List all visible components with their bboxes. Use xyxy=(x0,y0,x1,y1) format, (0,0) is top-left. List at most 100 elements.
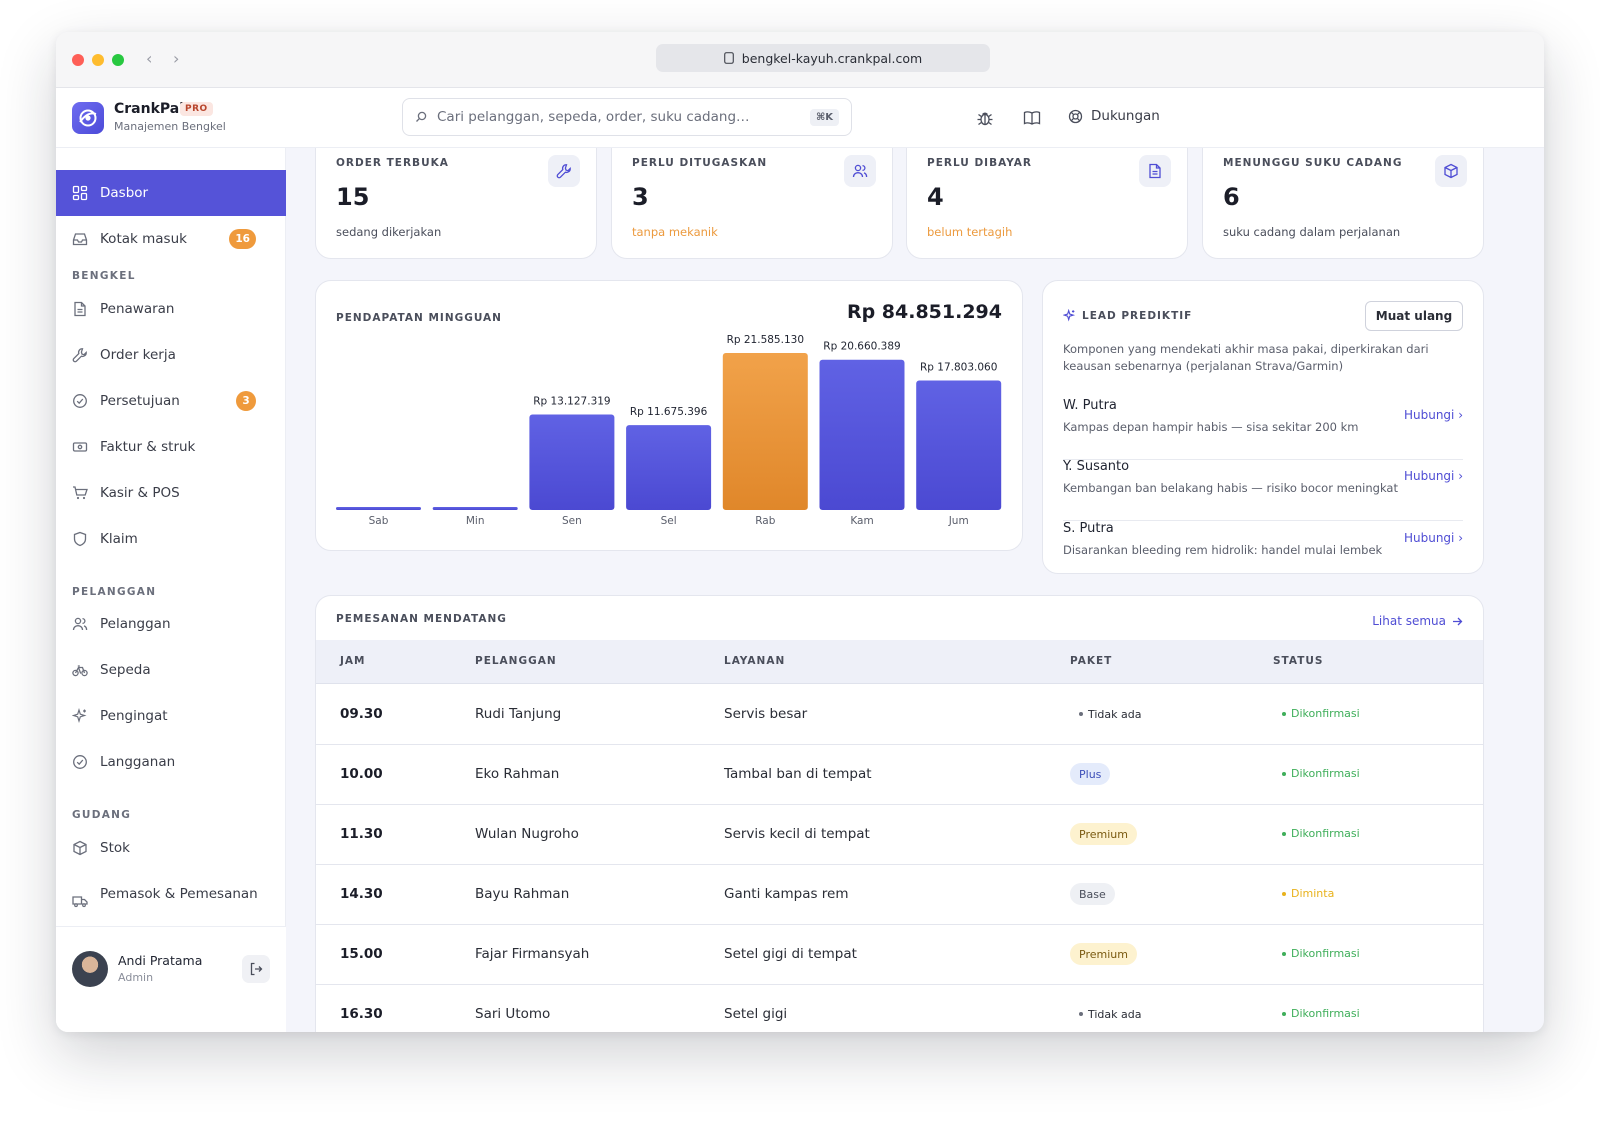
booking-service: Setel gigi di tempat xyxy=(724,946,857,962)
status-dot xyxy=(1282,831,1286,836)
stat-sub: belum tertagih xyxy=(927,225,1013,239)
chart-data-label: Rp 20.660.389 xyxy=(823,341,900,353)
wrench-icon xyxy=(556,164,571,179)
sidebar-item-klaim[interactable]: Klaim xyxy=(56,516,286,562)
chart-bar-rab[interactable] xyxy=(722,353,808,510)
status-badge: Dikonfirmasi xyxy=(1282,827,1360,840)
column-header: LAYANAN xyxy=(724,655,786,667)
stat-card-perlu-ditugaskan[interactable]: PERLU DITUGASKAN 3 tanpa mekanik xyxy=(611,148,893,259)
section-label-gudang: GUDANG xyxy=(72,809,132,821)
table-row[interactable]: 16.30 Sari Utomo Setel gigi Tidak ada Dikonf… xyxy=(316,985,1483,1032)
table-row[interactable]: 15.00 Fajar Firmansyah Setel gigi di tempa… xyxy=(316,925,1483,985)
contact-link[interactable]: Hubungi › xyxy=(1403,408,1463,422)
status-label: Dikonfirmasi xyxy=(1291,767,1360,780)
box-icon xyxy=(73,840,87,856)
chart-bar-sab[interactable] xyxy=(336,507,421,510)
status-dot xyxy=(1282,771,1286,776)
chart-tick-label: Sel xyxy=(661,515,677,527)
table-row[interactable]: 11.30 Wulan Nugroho Servis kecil di tempat… xyxy=(316,805,1483,865)
sidebar-item-stok[interactable]: Stok xyxy=(56,825,286,871)
avatar[interactable] xyxy=(72,951,108,987)
forward-arrow-icon[interactable]: › xyxy=(173,49,180,68)
close-window-button[interactable] xyxy=(72,54,84,66)
minimize-window-button[interactable] xyxy=(92,54,104,66)
section-label-pelanggan: PELANGGAN xyxy=(72,586,157,598)
document-icon xyxy=(74,301,86,317)
support-link[interactable]: Dukungan xyxy=(1068,108,1160,124)
sidebar-item-kotak-masuk[interactable]: Kotak masuk 16 xyxy=(56,216,286,262)
reload-button[interactable]: Muat ulang xyxy=(1365,301,1463,331)
docs-book-icon[interactable] xyxy=(1023,109,1041,127)
chart-bar-sen[interactable] xyxy=(529,414,615,510)
sidebar-item-label: Faktur & struk xyxy=(100,439,196,455)
sidebar-item-pengingat[interactable]: Pengingat xyxy=(56,693,286,739)
stat-sub: sedang dikerjakan xyxy=(336,225,442,239)
package-dot xyxy=(1079,1012,1083,1016)
lead-note: Kampas depan hampir habis — sisa sekitar… xyxy=(1063,420,1359,434)
predictive-leads-card: LEAD PREDIKTIF Muat ulang Komponen yang … xyxy=(1042,280,1484,574)
sidebar-item-sepeda[interactable]: Sepeda xyxy=(56,647,286,693)
package-badge: Tidak ada xyxy=(1070,1003,1151,1025)
crankpal-logo[interactable] xyxy=(72,102,104,134)
lead-item: W. Putra Kampas depan hampir habis — sis… xyxy=(1063,398,1463,460)
table-row[interactable]: 09.30 Rudi Tanjung Servis besar Tidak ada Di… xyxy=(316,685,1483,745)
stat-value: 6 xyxy=(1223,183,1240,211)
table-row[interactable]: 14.30 Bayu Rahman Ganti kampas rem Base Dimi… xyxy=(316,865,1483,925)
booking-time: 16.30 xyxy=(340,1006,383,1022)
users-icon xyxy=(72,617,88,631)
logout-icon xyxy=(250,962,263,976)
chart-bar-jum[interactable] xyxy=(916,380,1002,510)
chart-bar-sel[interactable] xyxy=(626,425,712,510)
sidebar-item-langganan[interactable]: Langganan xyxy=(56,739,286,785)
status-dot xyxy=(1282,711,1286,716)
booking-time: 09.30 xyxy=(340,706,383,722)
global-search[interactable]: Cari pelanggan, sepeda, order, suku cada… xyxy=(402,98,852,136)
app-header: CrankPal PRO Manajemen Bengkel Cari pela… xyxy=(56,88,1544,148)
contact-link[interactable]: Hubungi › xyxy=(1403,531,1463,545)
sidebar-item-label: Kotak masuk xyxy=(100,231,187,247)
stat-card-order-terbuka[interactable]: ORDER TERBUKA 15 sedang dikerjakan xyxy=(315,148,597,259)
sidebar-item-label: Pelanggan xyxy=(100,616,171,632)
package-label: Premium xyxy=(1079,947,1128,961)
sidebar-item-dasbor[interactable]: Dasbor xyxy=(56,170,286,216)
status-label: Dikonfirmasi xyxy=(1291,707,1360,720)
stat-card-menunggu-suku-cadang[interactable]: MENUNGGU SUKU CADANG 6 suku cadang dalam… xyxy=(1202,148,1484,259)
approval-count-badge: 3 xyxy=(236,391,256,411)
see-all-link[interactable]: Lihat semua xyxy=(1372,614,1463,628)
maximize-window-button[interactable] xyxy=(112,54,124,66)
sidebar-item-penawaran[interactable]: Penawaran xyxy=(56,286,286,332)
contact-link[interactable]: Hubungi › xyxy=(1403,469,1463,483)
chart-tick-label: Kam xyxy=(850,515,873,527)
sidebar-item-label: Sepeda xyxy=(100,662,151,678)
stat-sub: suku cadang dalam perjalanan xyxy=(1223,225,1401,239)
sidebar-item-pemasok[interactable]: Pemasok & Pemesanan xyxy=(56,871,286,917)
bookings-title: PEMESANAN MENDATANG xyxy=(336,613,507,625)
stat-label: MENUNGGU SUKU CADANG xyxy=(1223,157,1403,169)
chart-data-label: Rp 13.127.319 xyxy=(533,396,610,408)
stat-card-perlu-dibayar[interactable]: PERLU DIBAYAR 4 belum tertagih xyxy=(906,148,1188,259)
document-icon xyxy=(1149,163,1161,179)
chart-bar-kam[interactable] xyxy=(819,359,905,510)
back-arrow-icon[interactable]: ‹ xyxy=(146,49,153,68)
column-header: JAM xyxy=(340,655,366,667)
logout-button[interactable] xyxy=(242,955,270,983)
chart-bar-min[interactable] xyxy=(432,507,518,510)
search-input[interactable]: Cari pelanggan, sepeda, order, suku cada… xyxy=(437,109,750,125)
status-badge: Dikonfirmasi xyxy=(1282,767,1360,780)
sidebar-item-faktur-struk[interactable]: Faktur & struk xyxy=(56,424,286,470)
sidebar-item-persetujuan[interactable]: Persetujuan 3 xyxy=(56,378,286,424)
sidebar-item-pelanggan[interactable]: Pelanggan xyxy=(56,601,286,647)
chart-data-label: Rp 11.675.396 xyxy=(630,406,708,418)
user-role: Admin xyxy=(118,971,154,984)
status-label: Dikonfirmasi xyxy=(1291,1007,1360,1020)
sidebar-item-kasir-pos[interactable]: Kasir & POS xyxy=(56,470,286,516)
bug-icon[interactable] xyxy=(976,109,994,127)
address-bar[interactable]: bengkel-kayuh.crankpal.com xyxy=(656,44,990,72)
sidebar-item-order-kerja[interactable]: Order kerja xyxy=(56,332,286,378)
lead-name: S. Putra xyxy=(1063,521,1114,536)
revenue-bar-chart: Sab Min Rp 13.127.319 Sen Rp 11.675.396 Sel Rp… xyxy=(336,334,1002,527)
user-name: Andi Pratama xyxy=(118,953,203,968)
revenue-title: PENDAPATAN MINGGUAN xyxy=(336,312,502,324)
weekly-revenue-card: PENDAPATAN MINGGUAN Rp 84.851.294 Sab Min… xyxy=(315,280,1023,551)
table-row[interactable]: 10.00 Eko Rahman Tambal ban di tempat Plus D… xyxy=(316,745,1483,805)
